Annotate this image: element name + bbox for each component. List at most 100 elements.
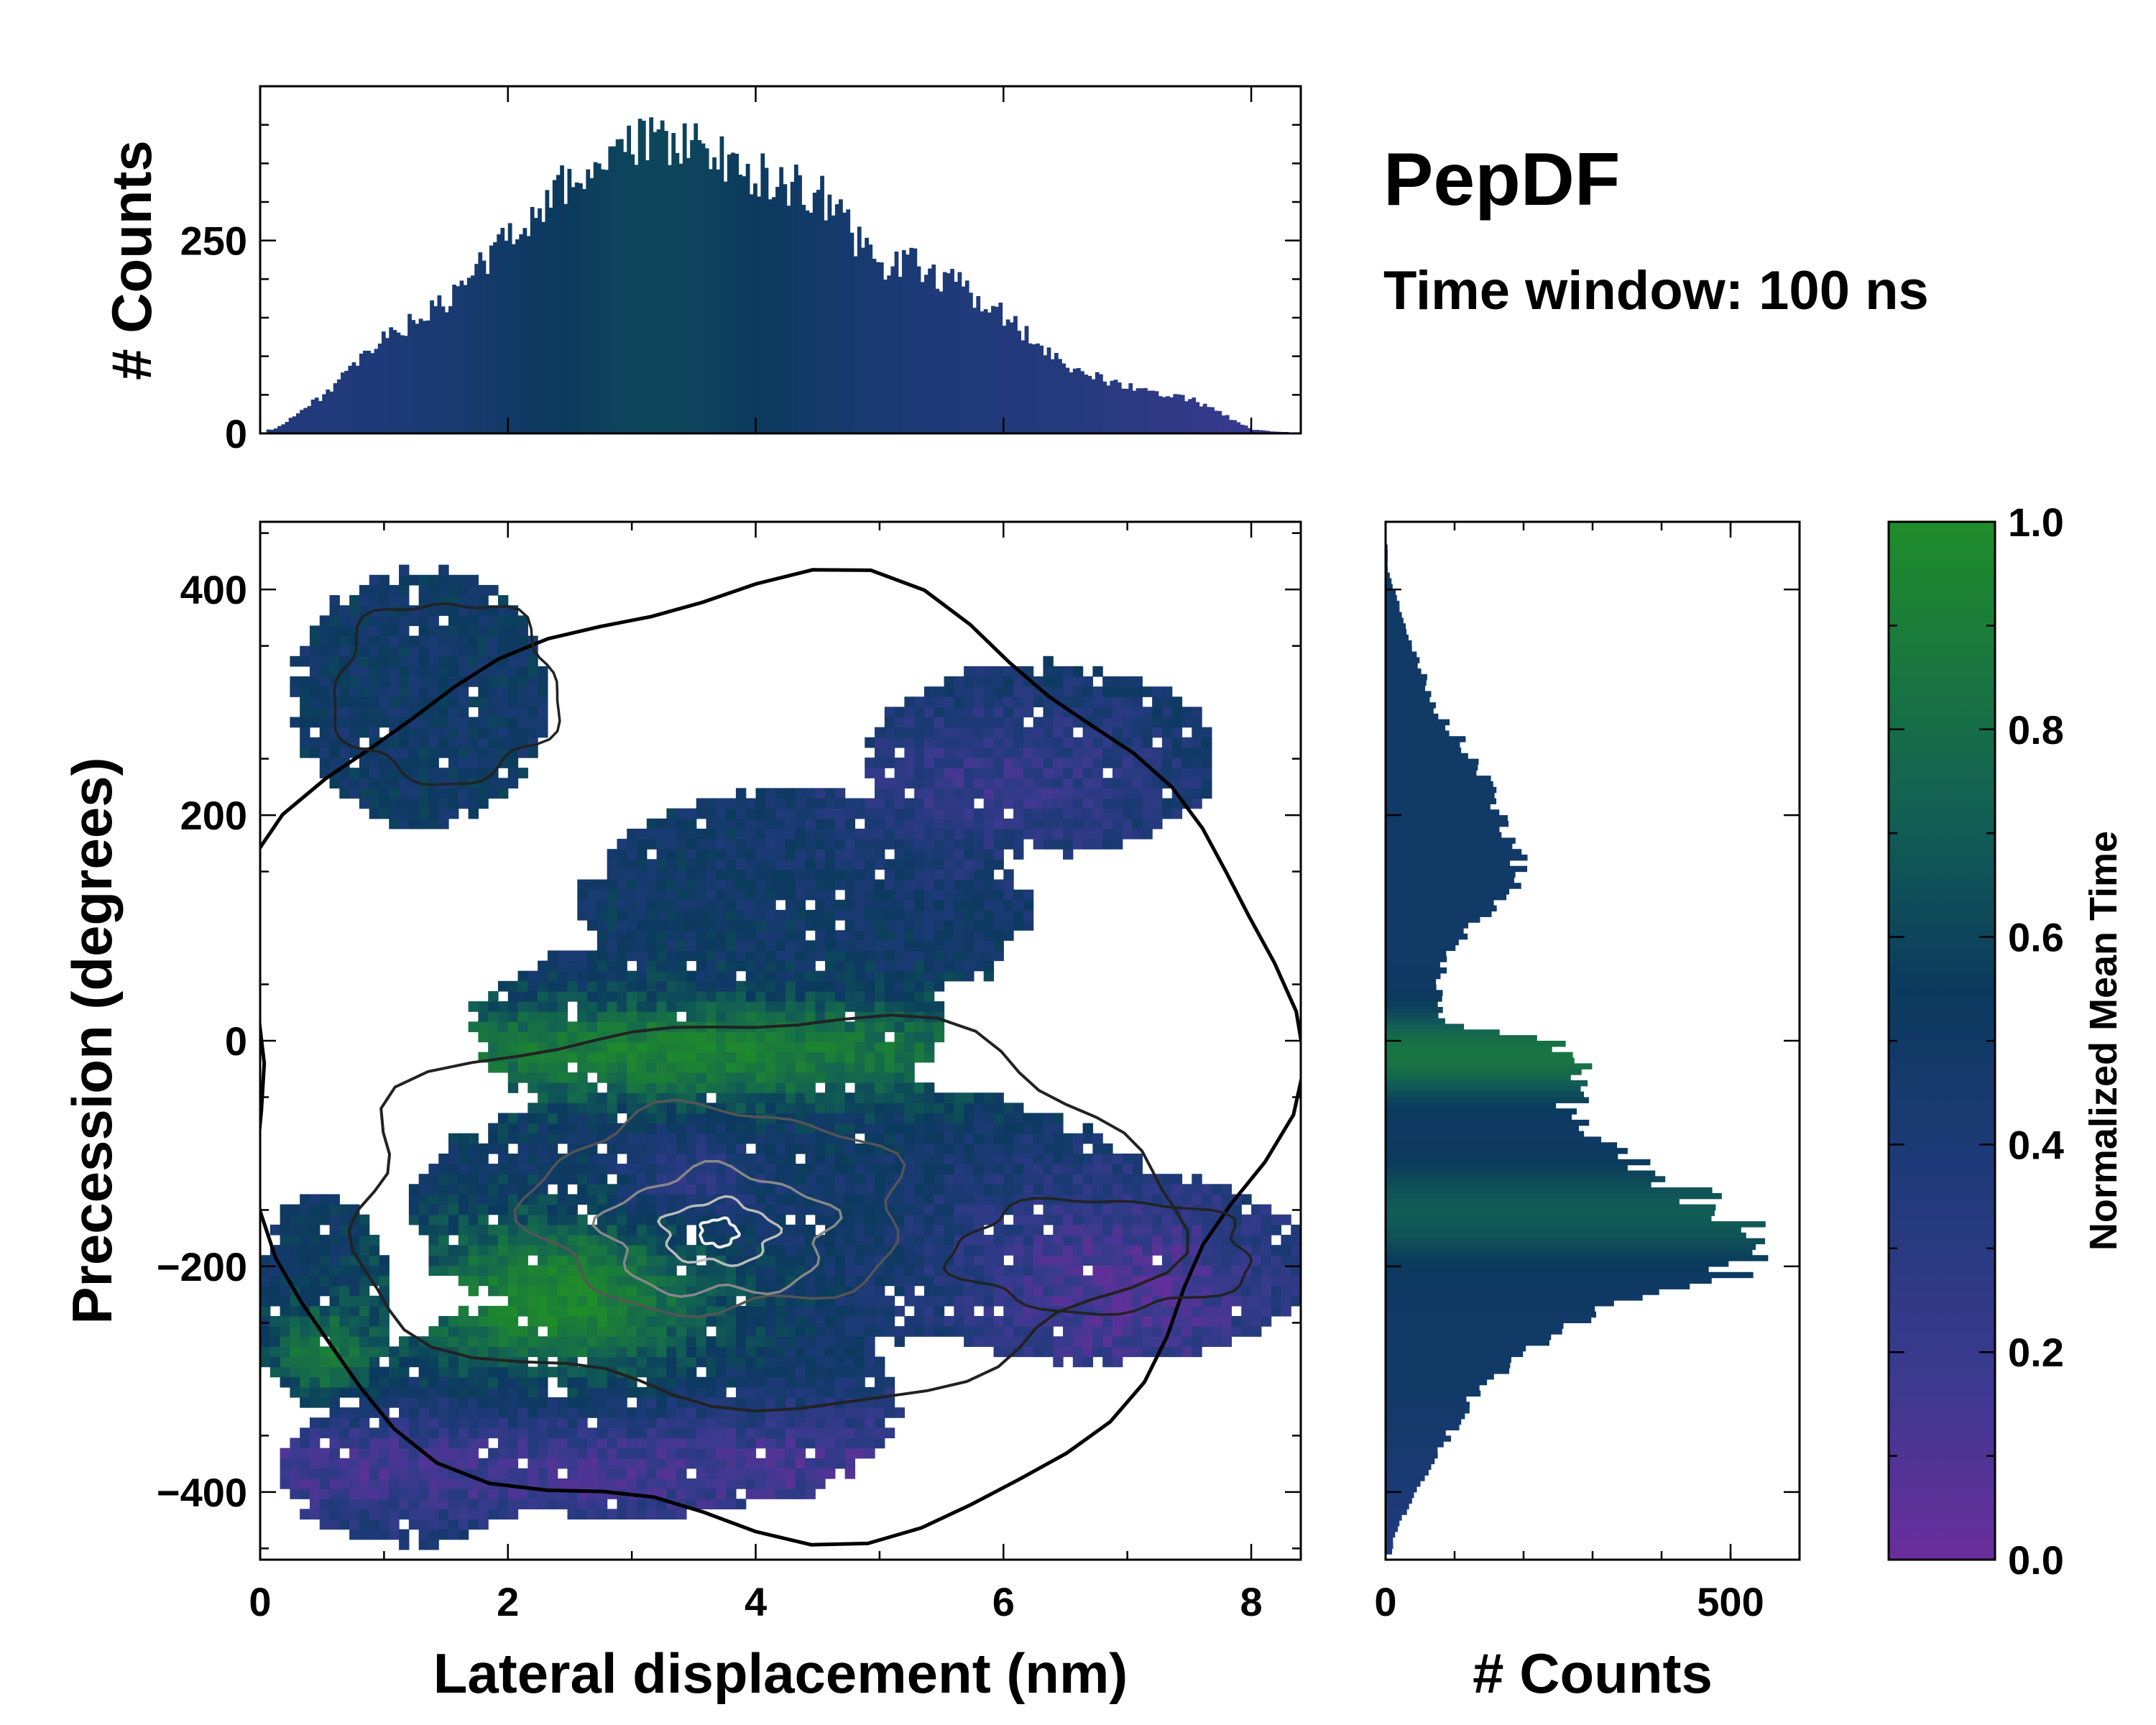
heatmap-cell bbox=[359, 707, 370, 718]
top-histogram-bar bbox=[425, 320, 430, 433]
heatmap-cell bbox=[458, 1194, 469, 1205]
heatmap-cell bbox=[1013, 1153, 1024, 1164]
heatmap-cell bbox=[637, 970, 648, 982]
heatmap-cell bbox=[507, 980, 519, 992]
heatmap-cell bbox=[964, 798, 975, 809]
heatmap-cell bbox=[884, 1265, 895, 1276]
heatmap-cell bbox=[1013, 747, 1024, 758]
heatmap-cell bbox=[428, 798, 439, 809]
heatmap-cell bbox=[309, 1275, 321, 1287]
heatmap-cell bbox=[716, 1011, 727, 1022]
heatmap-cell bbox=[884, 1072, 895, 1083]
heatmap-cell bbox=[339, 1346, 350, 1358]
heatmap-cell bbox=[587, 1133, 598, 1144]
heatmap-cell bbox=[954, 808, 964, 819]
heatmap-cell bbox=[973, 1103, 985, 1114]
heatmap-cell bbox=[785, 1224, 796, 1236]
heatmap-cell bbox=[577, 1214, 588, 1225]
heatmap-cell bbox=[795, 1234, 806, 1246]
heatmap-cell bbox=[349, 1509, 360, 1520]
heatmap-cell bbox=[596, 1417, 608, 1428]
heatmap-cell bbox=[904, 737, 915, 748]
heatmap-cell bbox=[468, 676, 479, 687]
heatmap-cell bbox=[983, 1174, 995, 1184]
heatmap-cell bbox=[865, 768, 875, 778]
heatmap-cell bbox=[884, 1164, 895, 1174]
heatmap-cell bbox=[795, 970, 806, 982]
heatmap-cell bbox=[1013, 717, 1024, 728]
heatmap-cell bbox=[884, 1123, 895, 1134]
heatmap-cell bbox=[755, 1407, 766, 1418]
heatmap-cell bbox=[923, 696, 935, 708]
top-histogram-ylabel: # Counts bbox=[100, 140, 163, 380]
heatmap-cell bbox=[825, 1153, 836, 1164]
heatmap-cell bbox=[914, 950, 925, 962]
heatmap-cell bbox=[726, 1133, 737, 1144]
heatmap-cell bbox=[726, 930, 737, 941]
heatmap-cell bbox=[666, 839, 677, 850]
heatmap-cell bbox=[696, 879, 707, 891]
heatmap-cell bbox=[844, 980, 856, 992]
heatmap-cell bbox=[775, 1397, 786, 1408]
heatmap-cell bbox=[1003, 1326, 1014, 1337]
heatmap-cell bbox=[468, 1499, 479, 1509]
heatmap-cell bbox=[637, 1346, 648, 1358]
heatmap-cell bbox=[964, 1305, 975, 1317]
heatmap-cell bbox=[834, 909, 846, 921]
heatmap-cell bbox=[637, 1082, 648, 1093]
heatmap-cell bbox=[795, 1204, 806, 1215]
heatmap-cell bbox=[923, 930, 935, 941]
heatmap-cell bbox=[329, 1478, 340, 1489]
heatmap-cell bbox=[567, 1082, 578, 1093]
heatmap-cell bbox=[517, 1407, 528, 1418]
heatmap-cell bbox=[805, 1407, 816, 1418]
heatmap-cell bbox=[785, 1438, 796, 1449]
heatmap-cell bbox=[369, 1376, 380, 1388]
heatmap-cell bbox=[904, 1224, 915, 1236]
heatmap-cell bbox=[547, 1224, 558, 1236]
heatmap-cell bbox=[1003, 1224, 1014, 1236]
top-histogram-bar bbox=[846, 209, 851, 433]
heatmap-cell bbox=[428, 1255, 439, 1266]
heatmap-cell bbox=[557, 1184, 568, 1195]
heatmap-cell bbox=[617, 1499, 627, 1509]
heatmap-cell bbox=[765, 1336, 776, 1347]
heatmap-cell bbox=[706, 849, 717, 860]
heatmap-cell bbox=[438, 1499, 449, 1509]
heatmap-cell bbox=[448, 727, 459, 738]
heatmap-cell bbox=[646, 1031, 658, 1043]
top-histogram-bar bbox=[704, 148, 709, 433]
heatmap-cell bbox=[735, 1315, 747, 1327]
heatmap-cell bbox=[983, 737, 995, 748]
heatmap-cell bbox=[517, 625, 528, 637]
heatmap-cell bbox=[765, 1346, 776, 1358]
heatmap-cell bbox=[795, 1427, 806, 1439]
heatmap-cell bbox=[339, 645, 350, 657]
heatmap-cell bbox=[815, 1062, 826, 1073]
heatmap-cell bbox=[438, 1489, 449, 1499]
heatmap-cell bbox=[884, 778, 895, 789]
heatmap-cell bbox=[983, 1204, 995, 1215]
heatmap-cell bbox=[944, 828, 954, 840]
heatmap-cell bbox=[865, 899, 875, 911]
heatmap-cell bbox=[627, 1448, 637, 1459]
heatmap-cell bbox=[577, 909, 588, 921]
heatmap-cell bbox=[369, 635, 380, 647]
heatmap-cell bbox=[497, 980, 509, 992]
heatmap-cell bbox=[270, 1346, 281, 1358]
top-histogram-bar bbox=[976, 295, 981, 433]
heatmap-cell bbox=[458, 1499, 469, 1509]
heatmap-cell bbox=[865, 889, 875, 901]
heatmap-cell bbox=[428, 1366, 439, 1378]
heatmap-cell bbox=[428, 1519, 439, 1530]
heatmap-cell bbox=[290, 1336, 300, 1347]
heatmap-cell bbox=[1043, 778, 1054, 789]
heatmap-cell bbox=[894, 1143, 905, 1154]
top-histogram-bar bbox=[1176, 394, 1181, 433]
heatmap-cell bbox=[775, 889, 786, 901]
heatmap-cell bbox=[596, 1123, 608, 1134]
heatmap-cell bbox=[528, 1113, 538, 1124]
heatmap-cell bbox=[507, 1366, 519, 1378]
heatmap-cell bbox=[577, 1468, 588, 1479]
heatmap-cell bbox=[755, 808, 766, 819]
